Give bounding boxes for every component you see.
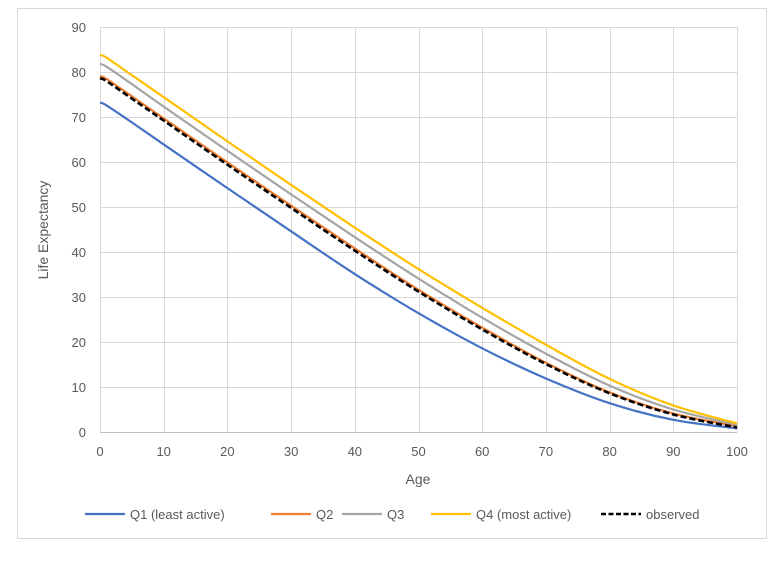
- y-tick-label: 70: [72, 110, 86, 125]
- series-line-4: [99, 53, 738, 425]
- x-tick-label: 10: [156, 444, 170, 459]
- y-tick-label: 40: [72, 245, 86, 260]
- y-tick-label: 90: [72, 20, 86, 35]
- y-tick-label: 30: [72, 290, 86, 305]
- series-lines: [99, 53, 738, 430]
- series-line-1: [99, 101, 738, 430]
- x-tick-label: 50: [411, 444, 425, 459]
- legend-label-4: Q4 (most active): [476, 507, 571, 522]
- tick-labels: 0 10 20 30 40 50 60 70 80 90 0 10 20 30 40 50 60 70 80 90 10…: [72, 20, 748, 459]
- x-tick-label: 40: [348, 444, 362, 459]
- x-tick-label: 20: [220, 444, 234, 459]
- x-tick-label: 30: [284, 444, 298, 459]
- y-tick-label: 0: [79, 425, 86, 440]
- legend-label-1: Q1 (least active): [130, 507, 225, 522]
- x-tick-label: 60: [475, 444, 489, 459]
- legend-label-2: Q2: [316, 507, 333, 522]
- x-tick-label: 0: [96, 444, 103, 459]
- x-tick-label: 70: [539, 444, 553, 459]
- legend-label-3: Q3: [387, 507, 404, 522]
- y-tick-label: 50: [72, 200, 86, 215]
- legend: Q1 (least active) Q2 Q3 Q4 (most active) obs…: [85, 507, 699, 522]
- y-tick-label: 10: [72, 380, 86, 395]
- x-tick-label: 80: [602, 444, 616, 459]
- y-tick-label: 80: [72, 65, 86, 80]
- x-tick-label: 90: [666, 444, 680, 459]
- legend-label-5: observed: [646, 507, 699, 522]
- series-line-3: [99, 62, 738, 426]
- x-tick-label: 100: [726, 444, 748, 459]
- series-line-5: [99, 77, 738, 429]
- y-axis-title: Life Expectancy: [35, 181, 51, 280]
- y-tick-label: 20: [72, 335, 86, 350]
- y-tick-label: 60: [72, 155, 86, 170]
- x-axis-title: Age: [406, 471, 431, 487]
